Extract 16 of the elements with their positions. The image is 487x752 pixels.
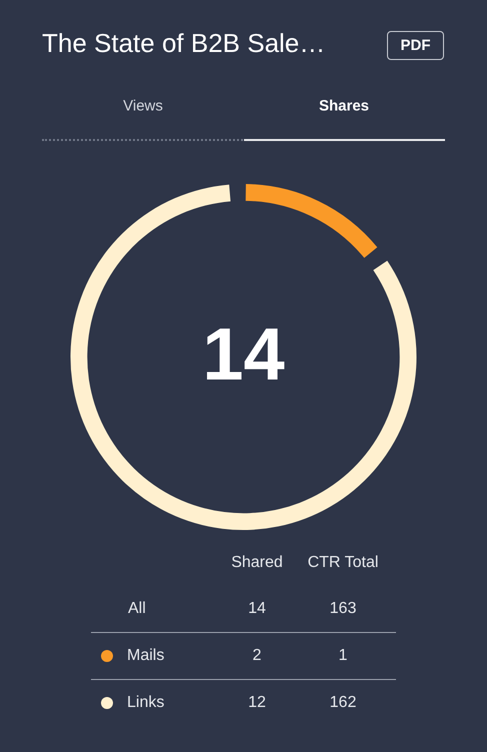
text: 163 <box>330 600 356 618</box>
text: Shared <box>231 554 283 572</box>
legend-label: Mails <box>127 646 164 666</box>
text: 1 <box>338 646 348 666</box>
pdf-button[interactable]: PDF <box>387 31 444 60</box>
text: CTR Total <box>308 554 378 572</box>
text: All <box>128 600 146 618</box>
data-label: 12 <box>248 694 266 712</box>
text: Views <box>123 97 163 115</box>
text: Shares <box>318 97 370 115</box>
text: 14 <box>202 312 285 396</box>
legend-label: Links <box>127 694 164 712</box>
text: 162 <box>330 694 356 712</box>
data-label: 2 <box>252 646 262 666</box>
text: 14 <box>248 600 266 618</box>
chart-title: The State of B2B Sale… <box>42 28 326 59</box>
